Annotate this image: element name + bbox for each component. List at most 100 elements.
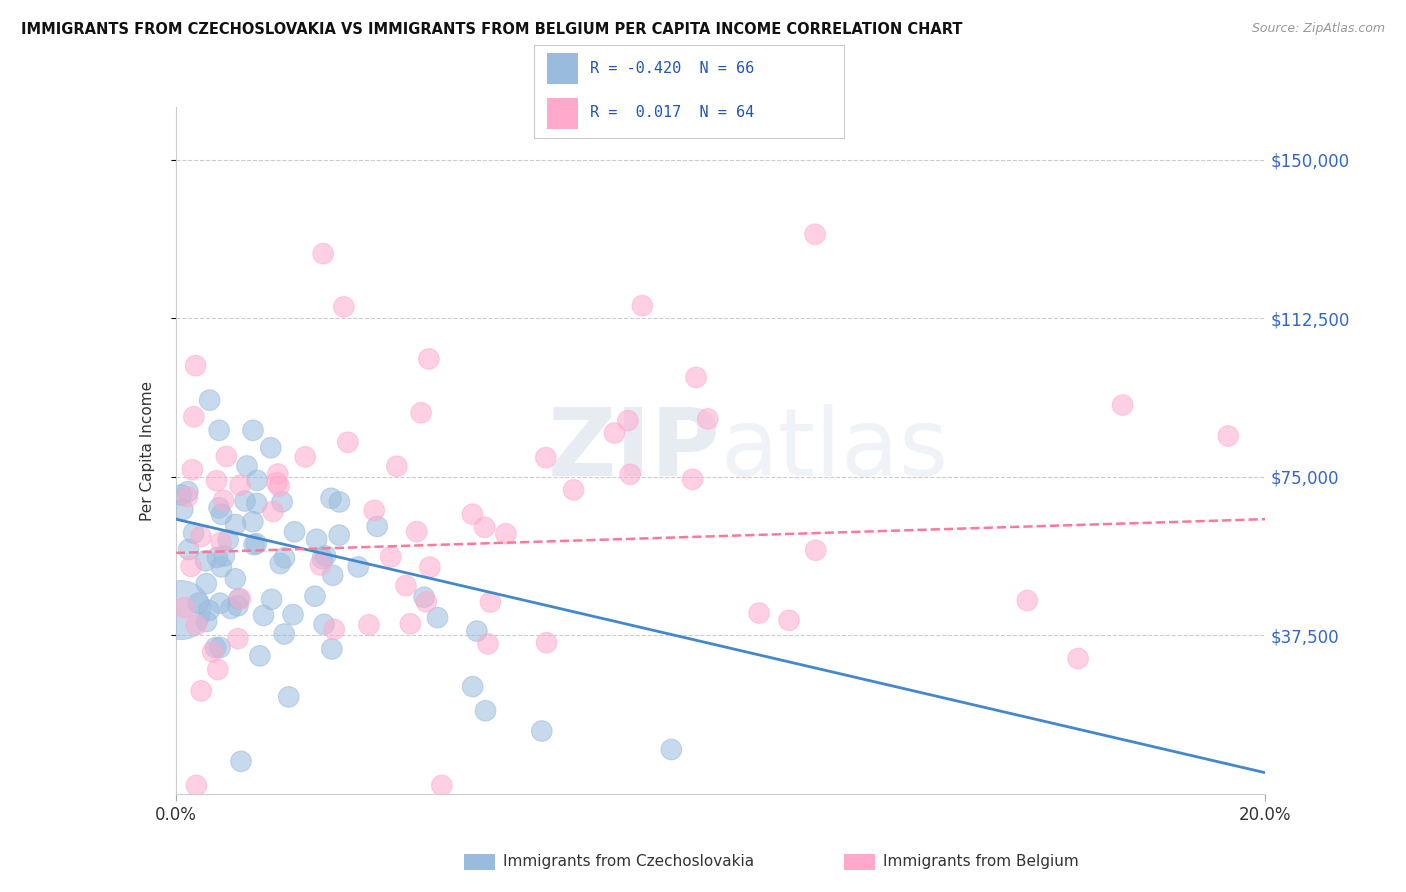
- Point: [380, 549, 402, 564]
- Point: [415, 595, 437, 609]
- Point: [778, 613, 800, 627]
- Point: [562, 483, 585, 497]
- Point: [245, 537, 267, 551]
- Point: [190, 684, 212, 698]
- Point: [474, 520, 496, 534]
- Point: [283, 524, 305, 539]
- Point: [305, 533, 328, 547]
- Point: [198, 603, 221, 617]
- Point: [411, 406, 433, 420]
- Point: [267, 467, 290, 481]
- Point: [198, 393, 221, 408]
- Point: [479, 595, 502, 609]
- Point: [395, 579, 418, 593]
- Point: [328, 528, 350, 542]
- Point: [172, 502, 194, 516]
- Point: [229, 591, 252, 606]
- Point: [495, 526, 517, 541]
- Point: [176, 490, 198, 504]
- Point: [195, 615, 218, 629]
- Point: [413, 591, 436, 605]
- Point: [682, 472, 704, 486]
- Point: [461, 507, 484, 521]
- Point: [260, 441, 283, 455]
- Point: [170, 488, 193, 502]
- Point: [194, 554, 217, 568]
- Point: [224, 572, 246, 586]
- Point: [477, 637, 499, 651]
- Point: [215, 450, 238, 464]
- Point: [603, 425, 626, 440]
- Point: [249, 648, 271, 663]
- Y-axis label: Per Capita Income: Per Capita Income: [141, 380, 155, 521]
- Text: ZIP: ZIP: [548, 404, 721, 497]
- Point: [631, 299, 654, 313]
- Point: [211, 508, 233, 522]
- Point: [323, 623, 346, 637]
- Point: [363, 503, 385, 517]
- Point: [209, 596, 232, 610]
- Point: [309, 558, 332, 572]
- Point: [190, 530, 212, 544]
- Point: [267, 479, 290, 493]
- Point: [186, 779, 208, 793]
- Point: [321, 642, 343, 657]
- Point: [357, 618, 380, 632]
- Point: [1017, 593, 1039, 607]
- Point: [181, 463, 204, 477]
- Point: [201, 645, 224, 659]
- Bar: [547, 53, 578, 84]
- Point: [312, 617, 335, 632]
- Point: [242, 423, 264, 437]
- Point: [183, 409, 205, 424]
- Point: [1218, 429, 1240, 443]
- Point: [534, 450, 557, 465]
- Point: [195, 576, 218, 591]
- Point: [173, 600, 195, 615]
- Point: [347, 560, 370, 574]
- Point: [207, 550, 229, 565]
- Text: atlas: atlas: [721, 404, 949, 497]
- Point: [269, 557, 291, 571]
- Point: [266, 475, 288, 490]
- Point: [208, 500, 231, 515]
- Point: [419, 560, 441, 574]
- Bar: [547, 98, 578, 129]
- Point: [530, 724, 553, 739]
- Point: [294, 450, 316, 464]
- Point: [366, 519, 388, 533]
- Point: [399, 616, 422, 631]
- Point: [685, 370, 707, 384]
- Point: [225, 517, 247, 532]
- Point: [228, 591, 250, 606]
- Point: [748, 606, 770, 620]
- Point: [260, 592, 283, 607]
- Point: [209, 560, 232, 574]
- Point: [271, 495, 294, 509]
- Point: [233, 494, 256, 508]
- Point: [229, 755, 252, 769]
- Point: [226, 632, 249, 646]
- Point: [474, 704, 496, 718]
- Text: R =  0.017  N = 64: R = 0.017 N = 64: [591, 105, 754, 120]
- Point: [170, 603, 193, 617]
- Point: [659, 742, 682, 756]
- Point: [418, 351, 440, 366]
- Point: [177, 542, 200, 557]
- Point: [311, 551, 333, 566]
- Point: [319, 491, 342, 506]
- Point: [217, 533, 239, 547]
- Text: IMMIGRANTS FROM CZECHOSLOVAKIA VS IMMIGRANTS FROM BELGIUM PER CAPITA INCOME CORR: IMMIGRANTS FROM CZECHOSLOVAKIA VS IMMIGR…: [21, 22, 963, 37]
- Point: [229, 478, 252, 492]
- Point: [315, 549, 337, 563]
- Point: [804, 543, 827, 558]
- Point: [273, 627, 295, 641]
- Point: [209, 640, 232, 655]
- Point: [426, 610, 449, 624]
- Point: [1067, 651, 1090, 665]
- Text: Immigrants from Czechoslovakia: Immigrants from Czechoslovakia: [503, 855, 755, 869]
- Point: [536, 636, 558, 650]
- Point: [214, 549, 236, 563]
- Point: [186, 618, 208, 632]
- Point: [430, 779, 453, 793]
